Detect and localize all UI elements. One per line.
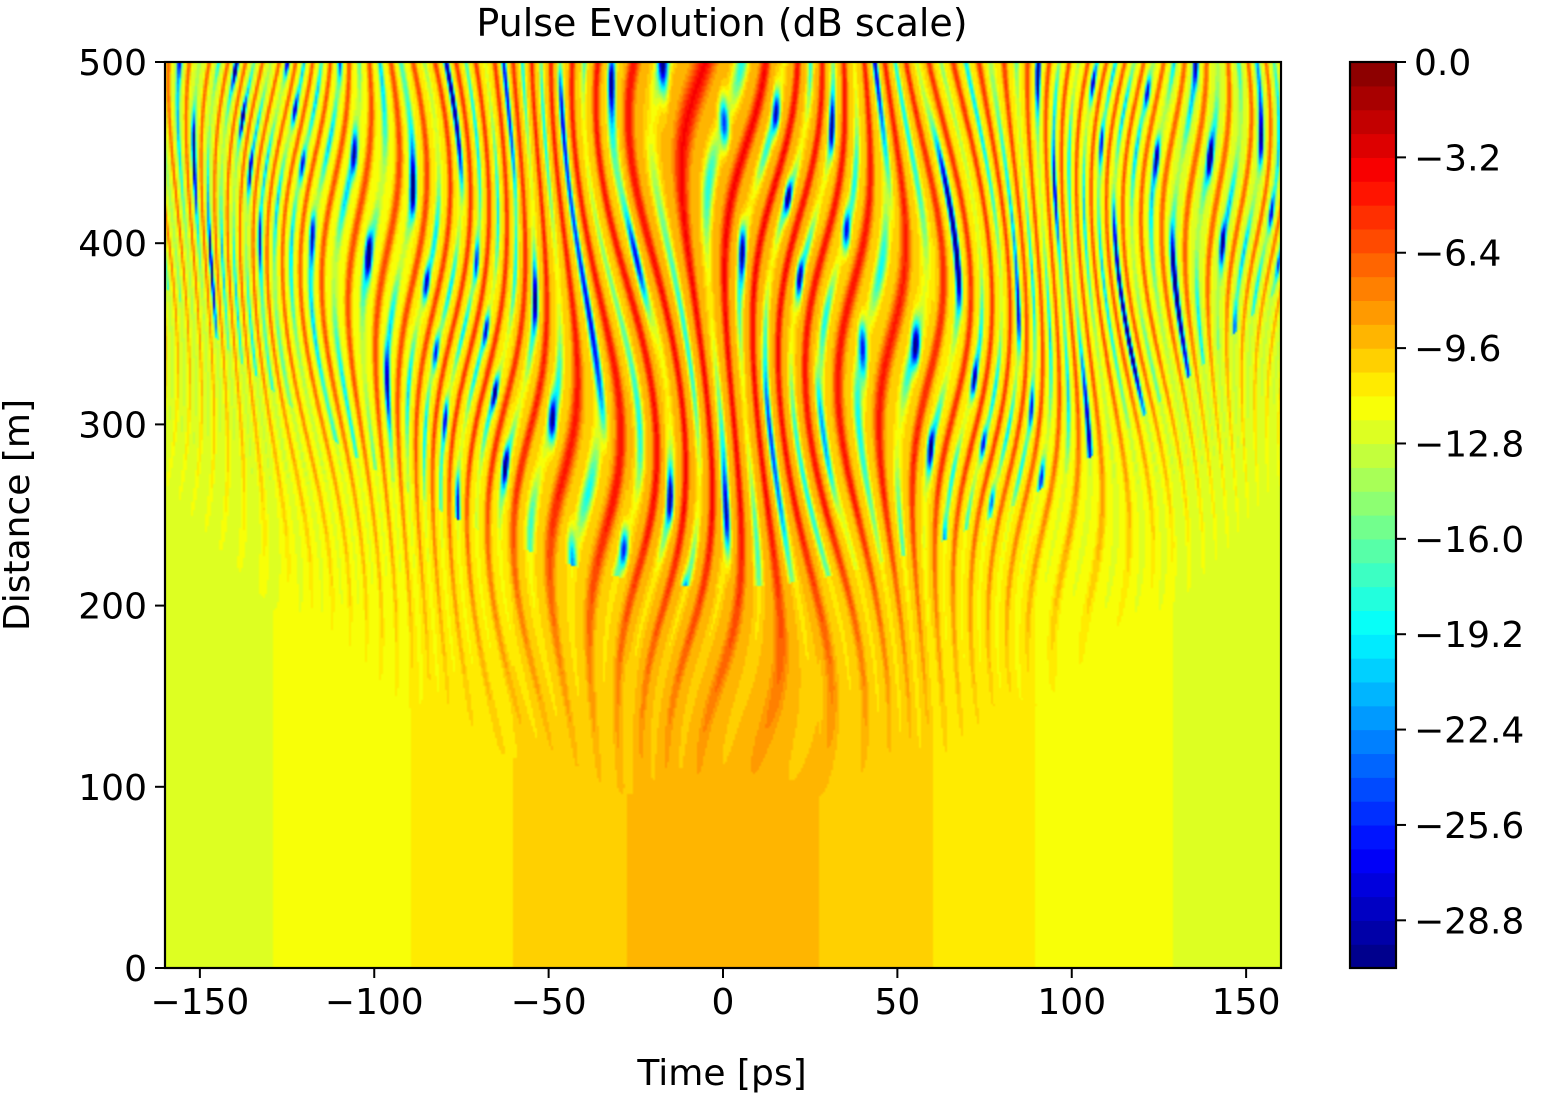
colorbar-band: [1350, 562, 1396, 588]
colorbar-ticks: 0.0 −3.2 −6.4 −9.6 −12.8 −16.0 −19.2 −22.4 −25.6…: [1396, 43, 1524, 942]
colorbar-band: [1350, 467, 1396, 492]
colorbar-band: [1350, 658, 1396, 683]
colorbar-tick-label: −6.4: [1414, 234, 1501, 275]
colorbar: 0.0 −3.2 −6.4 −9.6 −12.8 −16.0 −19.2 −22.4 −25.6…: [1348, 43, 1524, 970]
y-tick-label: 500: [78, 43, 147, 84]
colorbar-tick-label: −3.2: [1414, 138, 1501, 179]
colorbar-tick-label: −25.6: [1414, 806, 1524, 847]
colorbar-band: [1350, 371, 1396, 397]
colorbar-band: [1350, 777, 1396, 802]
colorbar-tick-label: −16.0: [1414, 520, 1524, 561]
colorbar-band: [1350, 62, 1396, 87]
colorbar-tick-label: −9.6: [1414, 329, 1501, 370]
colorbar-band: [1350, 681, 1396, 707]
colorbar-frame: [1348, 60, 1398, 970]
colorbar-band: [1350, 85, 1396, 111]
colorbar-tick-label: −22.4: [1414, 711, 1524, 752]
colorbar-band: [1350, 324, 1396, 349]
colorbar-band: [1350, 586, 1396, 611]
colorbar-band: [1350, 157, 1396, 182]
colorbar-band: [1350, 443, 1396, 468]
x-tick-label: 50: [874, 982, 920, 1023]
colorbar-band: [1350, 205, 1396, 230]
colorbar-band: [1350, 920, 1396, 945]
x-tick-label: 150: [1212, 982, 1281, 1023]
x-tick-label: −150: [150, 982, 249, 1023]
x-tick-label: −50: [511, 982, 587, 1023]
colorbar-band: [1350, 252, 1396, 278]
colorbar-band: [1350, 634, 1396, 659]
heatmap-image: [165, 62, 1281, 968]
x-tick-label: −100: [325, 982, 424, 1023]
colorbar-band: [1350, 753, 1396, 778]
colorbar-tick-label: −19.2: [1414, 615, 1524, 656]
colorbar-band: [1350, 133, 1396, 158]
colorbar-tick-label: −12.8: [1414, 424, 1524, 465]
y-tick-label: 400: [78, 224, 147, 265]
colorbar-band: [1350, 228, 1396, 254]
colorbar-band: [1350, 729, 1396, 755]
colorbar-band: [1350, 538, 1396, 564]
x-axis-ticks: −150 −100 −50 0 50 100 150: [150, 968, 1280, 1023]
colorbar-band: [1350, 824, 1396, 850]
colorbar-tick-label: −28.8: [1414, 901, 1524, 942]
x-tick-label: 0: [712, 982, 735, 1023]
colorbar-band: [1350, 109, 1396, 135]
plot-area: [163, 60, 1283, 970]
colorbar-band: [1350, 610, 1396, 635]
y-tick-label: 100: [78, 768, 147, 809]
y-axis-ticks: 0 100 200 300 400 500: [78, 43, 165, 990]
y-tick-label: 300: [78, 405, 147, 446]
x-tick-label: 100: [1037, 982, 1106, 1023]
colorbar-band: [1350, 515, 1396, 540]
colorbar-band: [1350, 705, 1396, 731]
chart-title: Pulse Evolution (dB scale): [476, 1, 967, 45]
colorbar-tick-label: 0.0: [1414, 43, 1471, 84]
y-tick-label: 200: [78, 587, 147, 628]
colorbar-band: [1350, 276, 1396, 302]
colorbar-band: [1350, 848, 1396, 874]
colorbar-band: [1350, 872, 1396, 898]
x-axis-label: Time [ps]: [636, 1053, 806, 1094]
colorbar-bands: [1350, 62, 1396, 969]
colorbar-band: [1350, 395, 1396, 421]
colorbar-band: [1350, 181, 1396, 206]
y-tick-label: 0: [124, 949, 147, 990]
colorbar-band: [1350, 896, 1396, 921]
colorbar-band: [1350, 944, 1396, 969]
colorbar-band: [1350, 419, 1396, 445]
colorbar-band: [1350, 348, 1396, 373]
colorbar-band: [1350, 300, 1396, 325]
y-axis-label: Distance [m]: [0, 399, 38, 631]
colorbar-band: [1350, 491, 1396, 516]
colorbar-band: [1350, 801, 1396, 826]
